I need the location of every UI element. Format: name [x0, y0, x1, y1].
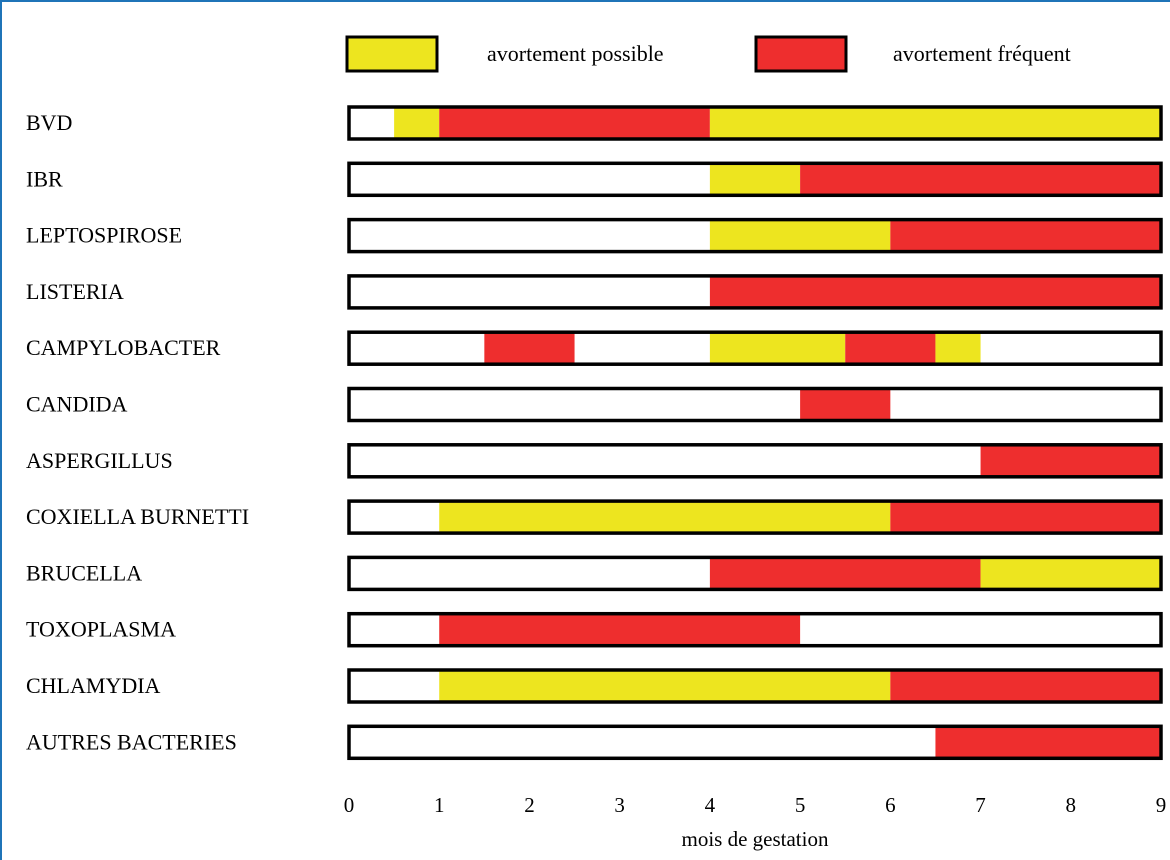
bar-segment-frequent	[709, 275, 1161, 308]
bar-segment-frequent	[845, 332, 936, 365]
x-tick-label: 6	[885, 793, 896, 817]
legend-swatch-possible	[345, 35, 439, 73]
bar-outline	[347, 499, 1163, 535]
bar-outline	[347, 386, 1163, 423]
bar-segment-possible	[709, 107, 1161, 139]
bar-outline	[347, 724, 1163, 761]
x-tick-label: 3	[614, 793, 625, 817]
bar-segment-frequent	[800, 388, 891, 421]
row-label: ASPERGILLUS	[26, 448, 173, 473]
bar-segment-possible	[709, 219, 891, 252]
x-tick-label: 2	[524, 793, 535, 817]
bar-segment-frequent	[890, 670, 1161, 702]
legend-swatch-frequent	[754, 35, 848, 73]
x-axis-title: mois de gestation	[682, 827, 829, 851]
row-label: COXIELLA BURNETTI	[26, 504, 249, 529]
row-label: CAMPYLOBACTER	[26, 335, 221, 360]
row-label: IBR	[26, 166, 63, 191]
bar-background	[349, 388, 1161, 421]
bar-outline	[347, 611, 1163, 648]
bar-outline	[347, 161, 1163, 198]
bar-segment-possible	[935, 332, 981, 365]
x-tick-label: 8	[1066, 793, 1077, 817]
bar-outline	[347, 330, 1163, 366]
bar-outline	[347, 274, 1163, 310]
bar-segment-frequent	[890, 501, 1161, 534]
x-tick-label: 5	[795, 793, 806, 817]
x-tick-label: 0	[344, 793, 355, 817]
row-label: CHLAMYDIA	[26, 673, 161, 698]
bar-segment-frequent	[709, 557, 981, 590]
bar-segment-frequent	[439, 107, 710, 139]
bar-segment-possible	[394, 107, 440, 139]
x-tick-label: 9	[1156, 793, 1167, 817]
bar-outline	[347, 668, 1163, 704]
bar-segment-possible	[709, 332, 846, 365]
row-label: AUTRES BACTERIES	[26, 729, 237, 754]
row-label: TOXOPLASMA	[26, 617, 176, 642]
bar-segment-frequent	[800, 163, 1161, 196]
bar-segment-frequent	[935, 726, 1161, 759]
row-label: CANDIDA	[26, 392, 128, 417]
row-label: LISTERIA	[26, 279, 124, 304]
row-label: LEPTOSPIROSE	[26, 223, 182, 248]
bar-outline	[347, 555, 1163, 592]
bar-segment-frequent	[439, 613, 801, 646]
bar-outline	[347, 105, 1163, 141]
x-tick-label: 7	[975, 793, 986, 817]
x-tick-label: 4	[705, 793, 716, 817]
bar-segment-possible	[439, 501, 891, 534]
row-label: BVD	[26, 110, 72, 135]
legend-label-frequent: avortement fréquent	[893, 41, 1071, 66]
bar-segment-possible	[980, 557, 1161, 590]
row-label: BRUCELLA	[26, 560, 142, 585]
bar-segment-frequent	[890, 219, 1161, 252]
bar-segment-frequent	[980, 444, 1161, 477]
bar-segment-possible	[709, 163, 801, 196]
bar-outline	[347, 217, 1163, 254]
legend-label-possible: avortement possible	[487, 41, 664, 66]
x-tick-label: 1	[434, 793, 445, 817]
bar-segment-frequent	[484, 332, 575, 365]
bar-outline	[347, 443, 1163, 479]
bar-segment-possible	[439, 670, 891, 702]
